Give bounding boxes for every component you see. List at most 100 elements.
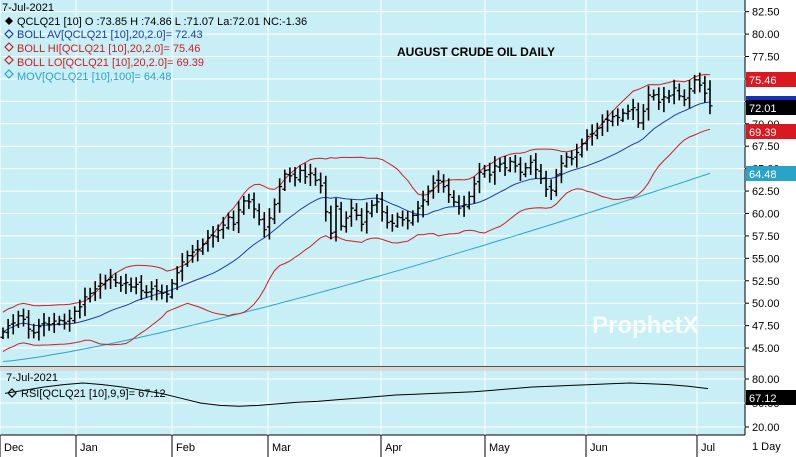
- boll-lo-line: [2, 128, 711, 353]
- watermark: ProphetX: [592, 312, 699, 339]
- tag-text: 67.12: [749, 393, 777, 405]
- ohlc-bar: [594, 122, 600, 140]
- ohlc-bar: [297, 165, 303, 183]
- ohlc-bar: [5, 319, 11, 339]
- ohlc-bar: [656, 87, 662, 110]
- ohlc-bar: [246, 193, 252, 209]
- lower-date: 7-Jul-2021: [6, 372, 58, 384]
- ohlc-bar: [169, 279, 175, 299]
- ohlc-bar: [282, 169, 288, 192]
- ohlc-bar: [241, 195, 247, 215]
- ohlc-bar: [195, 240, 201, 262]
- diamond-outline-icon: [4, 55, 14, 65]
- ohlc-bar: [277, 178, 283, 213]
- ohlc-bar: [364, 202, 370, 234]
- panel-separator[interactable]: [0, 366, 745, 371]
- mov-line: [2, 172, 711, 362]
- ohlc-bar: [333, 198, 339, 242]
- ohlc-bar: [354, 203, 359, 221]
- ohlc-bar: [338, 201, 344, 231]
- legend-boll-av: BOLL AV[QCLQ21 [10],20,2.0]= 72.43: [17, 29, 203, 41]
- ohlc-bar: [384, 205, 390, 229]
- ohlc-bar: [179, 253, 185, 282]
- diamond-outline-icon: [4, 69, 14, 79]
- rsi-layer: [4, 382, 709, 407]
- ohlc-bar: [620, 108, 626, 122]
- ohlc-bar: [251, 192, 257, 219]
- ohlc-bar: [205, 230, 211, 252]
- ohlc-bar: [287, 167, 293, 183]
- x-tick-label: Feb: [176, 442, 195, 454]
- diamond-icon: [5, 17, 13, 25]
- ohlc-bar: [113, 272, 119, 288]
- x-tick-label: May: [489, 442, 510, 454]
- ohlc-bar: [31, 323, 37, 339]
- interval-label: 1 Day: [752, 441, 781, 453]
- price-plot-area[interactable]: [0, 0, 745, 366]
- ohlc-bar: [574, 143, 580, 168]
- price-tag-boll-lo: 69.39: [746, 124, 796, 139]
- ohlc-bar: [82, 287, 88, 317]
- ohlc-bar: [502, 155, 508, 176]
- x-tick-label: Jul: [701, 442, 715, 454]
- y-tick-label: 67.50: [752, 141, 780, 153]
- ohlc-bar: [72, 306, 78, 324]
- date-axis-panel: [0, 435, 745, 457]
- ohlc-bar: [702, 75, 708, 103]
- ohlc-bar: [517, 157, 523, 182]
- ohlc-bar: [528, 155, 534, 175]
- price-tag-last: 72.01: [746, 96, 796, 115]
- price-tag-boll-hi: 75.46: [746, 72, 796, 87]
- header-date: 7-Jul-2021: [2, 2, 54, 14]
- diamond-outline-icon: [7, 388, 17, 398]
- ohlc-bar: [569, 150, 575, 166]
- ohlc-bar: [92, 281, 98, 302]
- ohlc-bar: [261, 212, 267, 238]
- ohlc-bar: [215, 224, 221, 242]
- ohlc-bar: [123, 273, 129, 295]
- y-tick-label: 60.00: [752, 209, 780, 221]
- rsi-label: RSI[QCLQ21 [10],9,9]= 67.12: [21, 388, 166, 400]
- legend-boll-lo: BOLL LO[QCLQ21 [10],20,2.0]= 69.39: [17, 57, 204, 69]
- tag-bg: [746, 124, 796, 139]
- y-tick-label: 62.50: [752, 186, 780, 198]
- x-tick-label: Jan: [80, 442, 98, 454]
- ohlc-bar: [256, 203, 262, 226]
- ohlc-bar: [615, 108, 621, 126]
- ohlc-bar: [292, 167, 298, 187]
- tag-text: 75.46: [749, 75, 777, 87]
- ohlc-bar: [20, 308, 26, 327]
- ohlc-bar: [369, 199, 375, 218]
- ohlc-bar: [200, 238, 206, 255]
- ohlc-bar: [389, 214, 395, 232]
- ohlc-bar: [564, 152, 570, 168]
- y-tick-label: 45.00: [752, 343, 780, 355]
- x-tick-label: Apr: [385, 442, 402, 454]
- ohlc-bar: [15, 310, 21, 328]
- ohlc-bar: [379, 191, 385, 222]
- y-tick-label: 52.50: [752, 276, 780, 288]
- ohlc-bar: [487, 162, 493, 183]
- chart-title: AUGUST CRUDE OIL DAILY: [397, 45, 555, 59]
- ohlc-bar: [681, 89, 687, 107]
- ohlc-bar: [589, 124, 595, 146]
- ohlc-bar: [108, 268, 114, 290]
- ohlc-bar: [313, 167, 319, 186]
- ohlc-bar: [405, 210, 411, 230]
- ohlc-bar: [630, 98, 636, 121]
- x-tick-label: Jun: [590, 442, 608, 454]
- ohlc-bar: [272, 198, 278, 225]
- ohlc-bar: [625, 104, 631, 120]
- ohlc-bar: [102, 274, 108, 290]
- ohlc-bar: [482, 164, 488, 178]
- ohlc-bar: [707, 80, 713, 115]
- watermark-text: ProphetX: [592, 312, 699, 339]
- ohlc-bar: [548, 179, 554, 201]
- ohlc-bar: [640, 104, 646, 131]
- ohlc-bar: [651, 89, 657, 101]
- ohlc-bar: [435, 170, 441, 193]
- rsi-tick-label: 20.00: [752, 422, 780, 434]
- rsi-tick-label: 80.00: [752, 374, 780, 386]
- ohlc-bar: [323, 175, 329, 222]
- ohlc-bar: [543, 170, 549, 197]
